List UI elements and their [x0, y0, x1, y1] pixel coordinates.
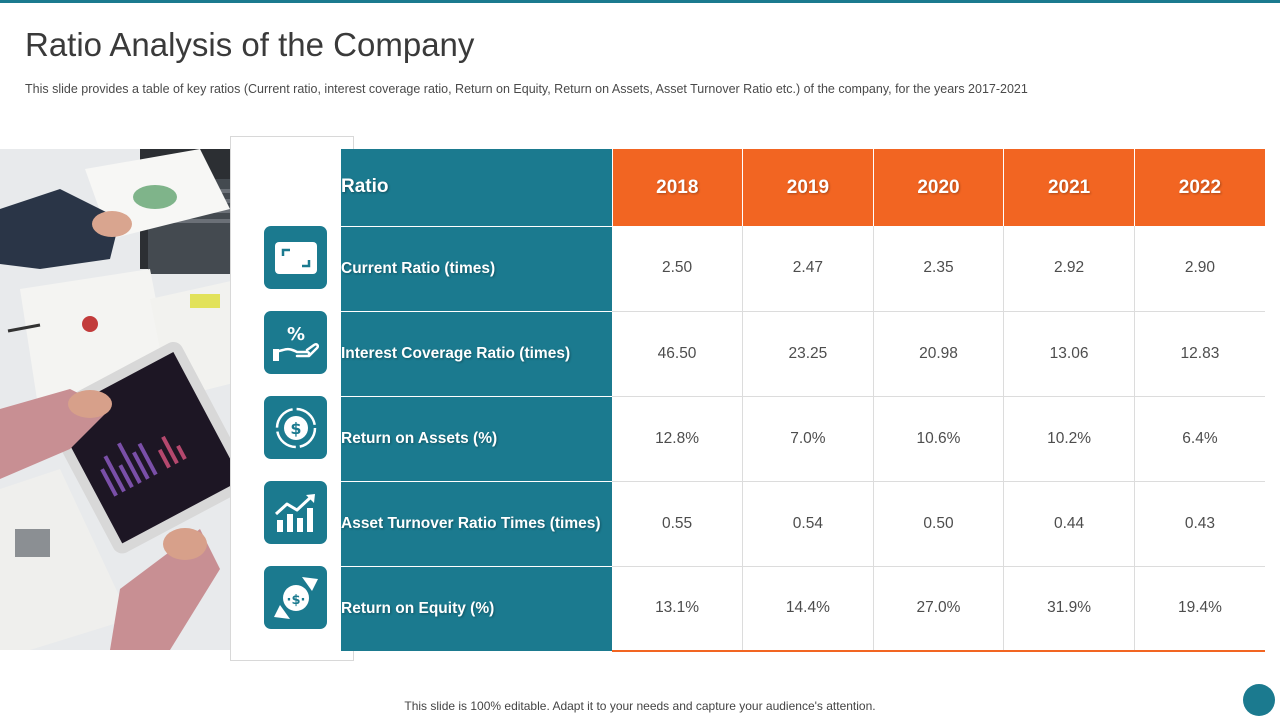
table-row: Asset Turnover Ratio Times (times) 0.55 … [341, 480, 1265, 567]
percent-hand-icon: % [272, 324, 319, 361]
row-label: Current Ratio (times) [341, 225, 612, 311]
table-cell: 12.8% [612, 396, 743, 482]
interest-coverage-icon-box: % [264, 311, 327, 374]
header-year: 2019 [742, 149, 874, 226]
current-ratio-icon-box [264, 226, 327, 289]
page-title: Ratio Analysis of the Company [25, 26, 475, 63]
dollar-exchange-icon: ·$· [273, 576, 318, 619]
table-cell: 0.44 [1003, 481, 1135, 567]
corner-dot [1243, 684, 1275, 716]
growth-chart-icon [274, 493, 315, 532]
row-label: Asset Turnover Ratio Times (times) [341, 480, 612, 566]
table-cell: 46.50 [612, 311, 743, 397]
svg-text:$: $ [290, 419, 301, 438]
table-cell: 31.9% [1003, 566, 1135, 652]
table-cell: 13.06 [1003, 311, 1135, 397]
table-cell: 2.35 [872, 226, 1004, 312]
dollar-cycle-icon: $ [275, 407, 316, 448]
table-cell: 0.54 [742, 481, 874, 567]
table-row: Current Ratio (times) 2.50 2.47 2.35 2.9… [341, 225, 1265, 312]
table-cell: 0.50 [872, 481, 1004, 567]
table-cell: 2.90 [1133, 226, 1265, 312]
table-header-row: Ratio 2018 2019 2020 2021 2022 [341, 149, 1265, 226]
table-cell: 23.25 [742, 311, 874, 397]
asset-turnover-icon-box [264, 481, 327, 544]
page-subtitle: This slide provides a table of key ratio… [25, 82, 1028, 96]
table-cell: 13.1% [612, 566, 743, 652]
return-on-assets-icon-box: $ [264, 396, 327, 459]
table-cell: 14.4% [742, 566, 874, 652]
header-ratio: Ratio [341, 149, 612, 226]
table-cell: 0.55 [612, 481, 743, 567]
table-cell: 2.92 [1003, 226, 1135, 312]
table-cell: 2.50 [612, 226, 743, 312]
return-on-equity-icon-box: ·$· [264, 566, 327, 629]
table-row: Return on Assets (%) 12.8% 7.0% 10.6% 10… [341, 395, 1265, 482]
table-cell: 10.6% [872, 396, 1004, 482]
row-label: Return on Assets (%) [341, 395, 612, 481]
business-meeting-photo [0, 149, 249, 650]
table-cell: 0.43 [1133, 481, 1265, 567]
table-cell: 27.0% [872, 566, 1004, 652]
row-label: Interest Coverage Ratio (times) [341, 310, 612, 396]
table-cell: 12.83 [1133, 311, 1265, 397]
header-year: 2021 [1003, 149, 1135, 226]
table-cell: 6.4% [1133, 396, 1265, 482]
table-cell: 10.2% [1003, 396, 1135, 482]
header-year: 2022 [1133, 149, 1265, 226]
screen-frame-icon [274, 241, 317, 274]
footer-note: This slide is 100% editable. Adapt it to… [404, 699, 876, 713]
table-cell: 19.4% [1133, 566, 1265, 652]
table-row: Interest Coverage Ratio (times) 46.50 23… [341, 310, 1265, 397]
table-cell: 20.98 [872, 311, 1004, 397]
svg-text:·$·: ·$· [286, 593, 305, 608]
table-cell: 7.0% [742, 396, 874, 482]
svg-text:%: % [286, 324, 304, 345]
table-cell: 2.47 [742, 226, 874, 312]
ratio-table: Ratio 2018 2019 2020 2021 2022 Current R… [341, 149, 1265, 652]
header-year: 2020 [872, 149, 1004, 226]
row-label: Return on Equity (%) [341, 565, 612, 651]
top-accent-bar [0, 0, 1280, 3]
table-row: Return on Equity (%) 13.1% 14.4% 27.0% 3… [341, 565, 1265, 652]
header-year: 2018 [611, 149, 743, 226]
